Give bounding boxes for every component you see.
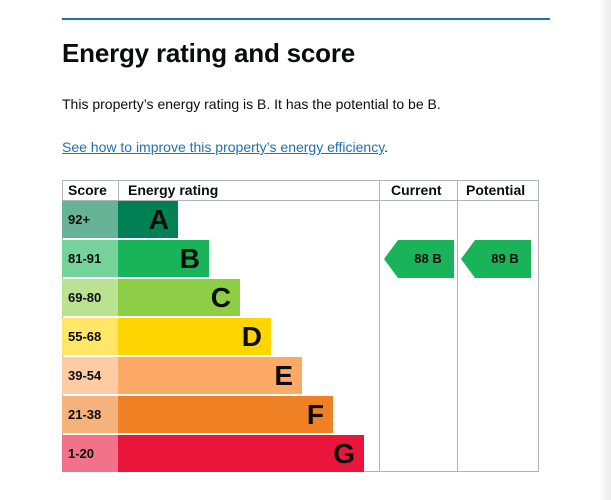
rating-letter: E [274,360,293,391]
rating-letter: D [241,321,262,352]
score-range: 39-54 [62,357,118,394]
current-rating-label: 88 B [414,251,442,266]
score-range: 69-80 [62,279,118,316]
rating-letter: A [148,204,169,235]
score-column-divider [118,180,119,201]
link-suffix: . [384,139,389,155]
rating-letter: F [306,399,324,430]
page-title: Energy rating and score [62,38,356,68]
rating-bar: B [118,240,209,277]
rating-bar: G [118,435,364,472]
current-column-divider [379,180,380,472]
rating-letter: G [333,438,355,469]
header-score: Score [68,182,107,198]
potential-arrow-shape [461,240,531,278]
rating-summary: This property’s energy rating is B. It h… [62,96,441,112]
header-current: Current [391,182,442,198]
score-range: 21-38 [62,396,118,433]
header-divider [62,200,538,201]
score-range: 92+ [62,201,118,238]
score-range: 1-20 [62,435,118,472]
rating-letter: B [179,243,200,274]
score-range: 55-68 [62,318,118,355]
rating-bar: F [118,396,333,433]
window-edge-shadow [599,0,611,500]
energy-rating-table: Score Energy rating Current Potential 92… [62,180,539,472]
current-arrow-shape [384,240,454,278]
section-divider [62,18,550,20]
header-potential: Potential [466,182,526,198]
improve-efficiency-link[interactable]: See how to improve this property’s energ… [62,139,385,155]
rating-bar: D [118,318,271,355]
rating-bar: E [118,357,302,394]
potential-rating-label: 89 B [491,251,519,266]
rating-bar: A [118,201,178,238]
improve-link-line: See how to improve this property’s energ… [62,139,388,155]
potential-column-divider [457,180,458,472]
score-range: 81-91 [62,240,118,277]
rating-bar: C [118,279,240,316]
rating-letter: C [210,282,231,313]
header-energy-rating: Energy rating [128,182,219,198]
